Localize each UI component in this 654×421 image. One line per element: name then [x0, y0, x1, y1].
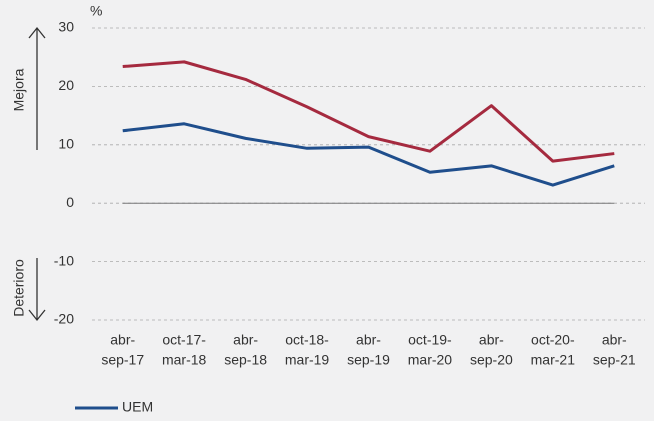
y-tick-label: 20	[58, 77, 74, 93]
legend-label: UEM	[122, 399, 153, 415]
x-tick-label: oct-17-	[162, 332, 206, 348]
x-tick-label: abr-	[110, 332, 135, 348]
y-tick-label: -10	[54, 252, 74, 268]
x-tick-label: sep-19	[347, 352, 390, 368]
y-tick-label: 10	[58, 136, 74, 152]
x-tick-label: sep-18	[224, 352, 267, 368]
series-line	[122, 60, 615, 163]
x-tick-label: oct-19-	[408, 332, 452, 348]
x-tick-label: sep-21	[593, 352, 636, 368]
series-line	[122, 122, 615, 187]
x-tick-label: abr-	[602, 332, 627, 348]
mejora-arrow	[28, 26, 46, 322]
y-tick-label: 0	[66, 194, 74, 210]
x-tick-label: abr-	[479, 332, 504, 348]
x-tick-label: mar-19	[285, 352, 330, 368]
annotation-deterioro: Deterioro	[11, 259, 27, 317]
x-tick-label: mar-20	[408, 352, 453, 368]
x-tick-label: oct-18-	[285, 332, 329, 348]
x-tick-label: abr-	[356, 332, 381, 348]
y-tick-label: -20	[54, 311, 74, 327]
x-tick-label: sep-17	[101, 352, 144, 368]
x-tick-label: abr-	[233, 332, 258, 348]
y-tick-label: 30	[58, 19, 74, 35]
x-tick-label: sep-20	[470, 352, 513, 368]
x-tick-label: mar-18	[162, 352, 207, 368]
y-unit: %	[90, 3, 102, 19]
x-tick-label: mar-21	[531, 352, 576, 368]
x-tick-label: oct-20-	[531, 332, 575, 348]
annotation-mejora: Mejora	[11, 68, 27, 111]
